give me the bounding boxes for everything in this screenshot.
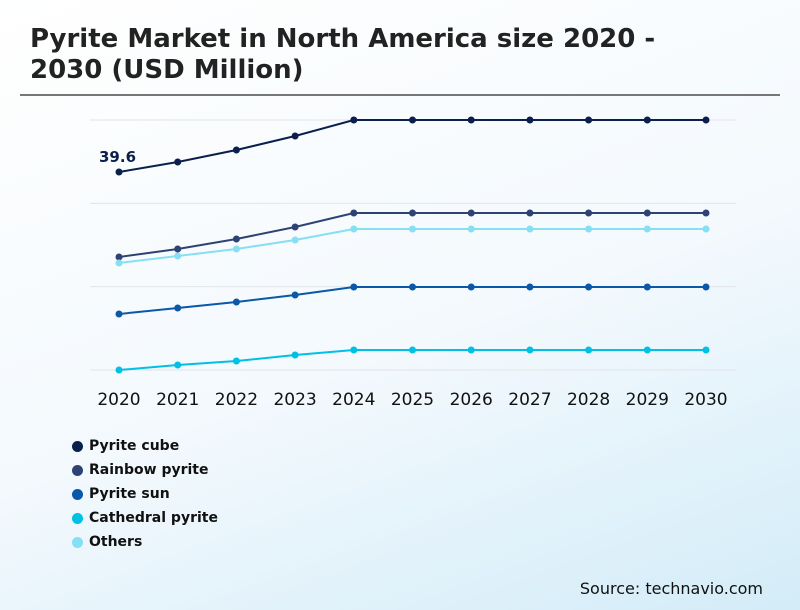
source-note: Source: technavio.com [579, 579, 763, 598]
data-point [232, 146, 240, 154]
data-point [585, 116, 593, 124]
x-tick-label: 2030 [684, 390, 727, 410]
data-point [409, 225, 416, 233]
data-point [643, 116, 651, 124]
data-point [115, 168, 123, 176]
x-tick-label: 2023 [273, 390, 316, 410]
data-point [232, 298, 240, 306]
data-point [467, 225, 475, 233]
x-tick-label: 2020 [97, 390, 140, 410]
data-point [585, 346, 593, 354]
data-point [174, 361, 182, 369]
data-point [291, 132, 299, 140]
data-point [526, 225, 534, 233]
x-tick-label: 2029 [626, 390, 669, 410]
data-point [643, 346, 651, 354]
data-point [115, 259, 123, 267]
data-point [526, 116, 534, 124]
data-point [174, 245, 182, 253]
data-point [409, 283, 416, 291]
data-point [232, 357, 240, 365]
data-point [643, 209, 651, 217]
data-point [702, 283, 710, 291]
legend-dot-icon [72, 512, 83, 524]
data-point [409, 209, 416, 217]
data-point [467, 116, 475, 124]
x-tick-label: 2027 [508, 390, 551, 410]
data-point [350, 346, 358, 354]
legend-label: Rainbow pyrite [89, 462, 209, 478]
data-point [291, 291, 299, 299]
data-point [291, 236, 299, 244]
data-point [526, 209, 534, 217]
data-label: 39.6 [99, 148, 136, 166]
data-point [115, 310, 123, 318]
data-point [702, 116, 710, 124]
data-point [232, 235, 240, 243]
legend-dot-icon [72, 488, 83, 500]
legend-dot-icon [72, 464, 83, 476]
series-line [118, 119, 706, 173]
legend-label: Pyrite cube [89, 438, 180, 454]
data-point [526, 346, 534, 354]
legend-item: Others [72, 530, 218, 554]
data-point [174, 304, 182, 312]
legend-dot-icon [72, 536, 83, 548]
data-point [585, 283, 593, 291]
data-point [702, 225, 710, 233]
data-point [350, 116, 358, 124]
legend: Pyrite cube Rainbow pyrite Pyrite sun Cathe… [72, 434, 218, 554]
title-divider [20, 94, 780, 96]
x-tick-label: 2024 [332, 390, 375, 410]
data-point [643, 225, 651, 233]
legend-label: Pyrite sun [89, 486, 170, 502]
chart-title: Pyrite Market in North America size 2020… [30, 24, 656, 85]
data-point [115, 366, 123, 374]
data-point [467, 209, 475, 217]
x-tick-label: 2028 [567, 390, 610, 410]
data-point [291, 351, 299, 359]
legend-item: Pyrite cube [72, 434, 218, 458]
legend-item: Rainbow pyrite [72, 458, 218, 482]
data-point [174, 158, 182, 166]
legend-item: Pyrite sun [72, 482, 218, 506]
series-line [118, 286, 706, 315]
x-tick-label: 2022 [215, 390, 258, 410]
x-tick-label: 2021 [156, 390, 199, 410]
legend-label: Others [89, 534, 143, 550]
data-point [585, 225, 593, 233]
data-point [702, 209, 710, 217]
data-point [115, 253, 123, 261]
data-point [232, 245, 240, 253]
series-line [118, 212, 706, 258]
data-point [350, 209, 358, 217]
series-line [118, 228, 706, 264]
x-tick-label: 2026 [450, 390, 493, 410]
data-point [350, 225, 358, 233]
x-tick-label: 2025 [391, 390, 434, 410]
data-point [585, 209, 593, 217]
data-point [467, 283, 475, 291]
legend-label: Cathedral pyrite [89, 510, 218, 526]
legend-dot-icon [72, 440, 83, 452]
data-point [291, 223, 299, 231]
data-point [350, 283, 358, 291]
data-point [467, 346, 475, 354]
data-point [643, 283, 651, 291]
data-point [409, 346, 416, 354]
data-point [174, 252, 182, 260]
legend-item: Cathedral pyrite [72, 506, 218, 530]
data-point [409, 116, 416, 124]
data-point [526, 283, 534, 291]
data-point [702, 346, 710, 354]
